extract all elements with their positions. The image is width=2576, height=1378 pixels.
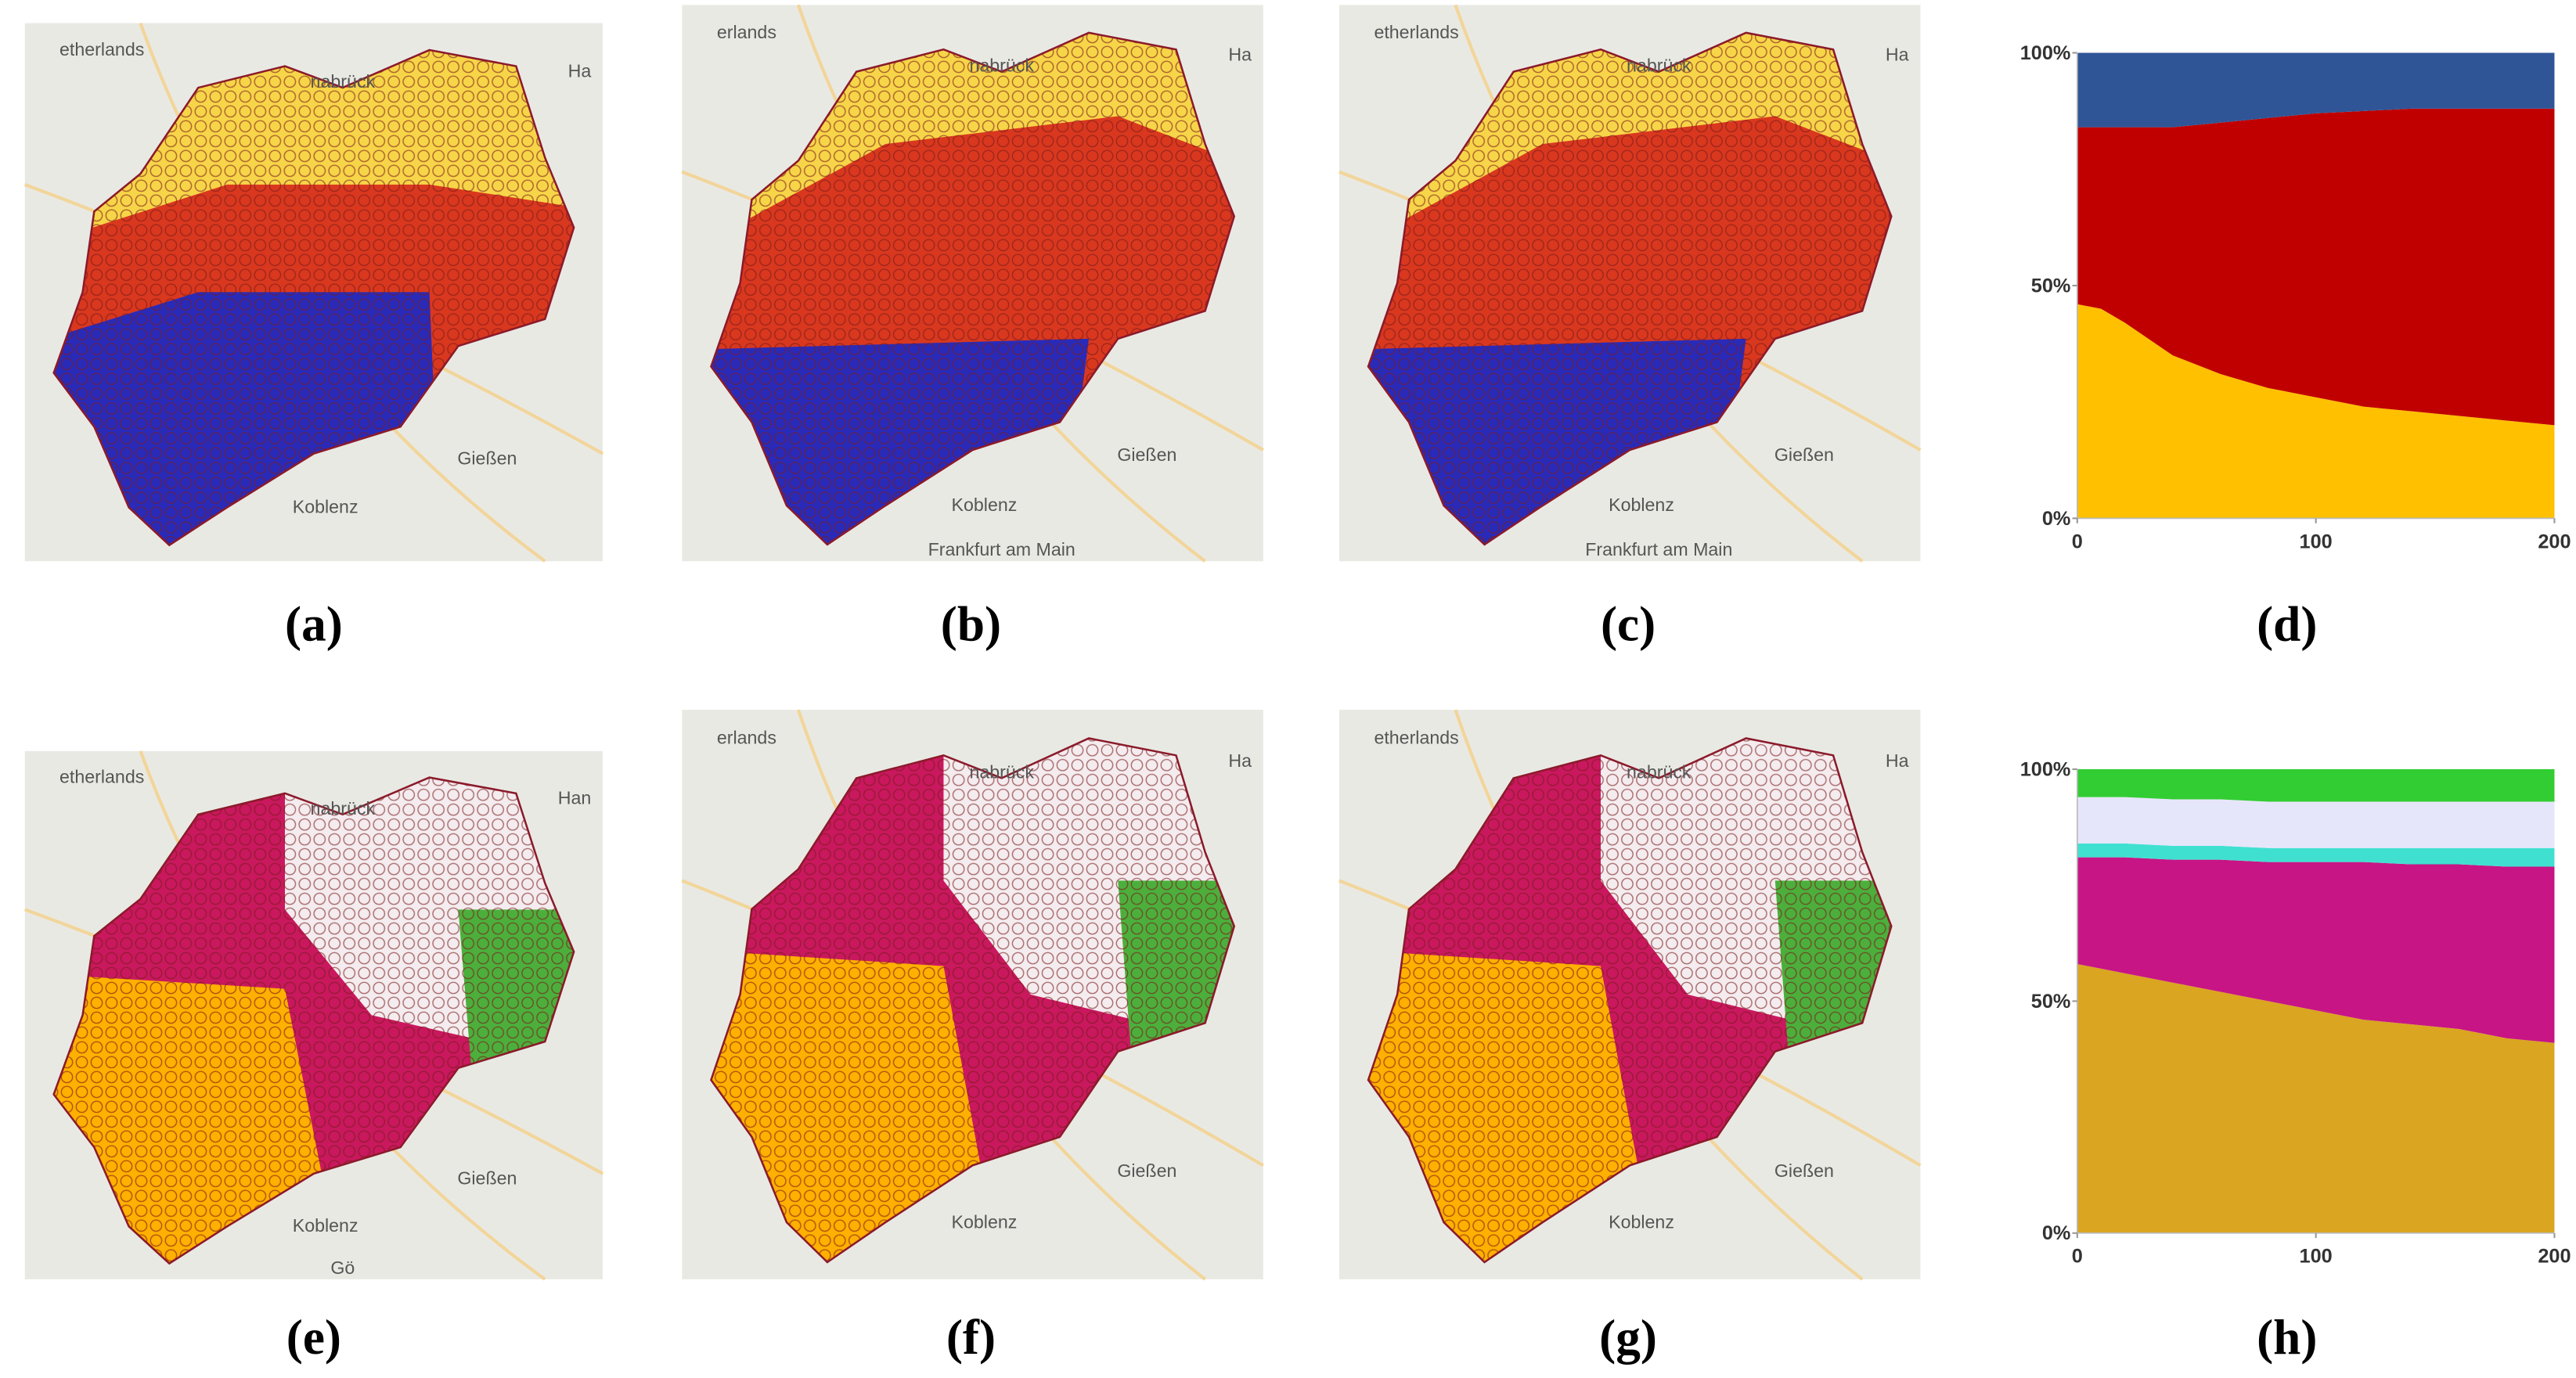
map-border: [52, 49, 575, 547]
panel-caption: (h): [2257, 1310, 2317, 1365]
map-label: Ha: [568, 60, 592, 81]
x-tick-label: 100: [2300, 531, 2333, 552]
panel-caption: (e): [286, 1310, 341, 1365]
map-panel: etherlands nabrück Ha Gießen Koblenz: [1338, 709, 1922, 1281]
area-series: [2077, 843, 2555, 867]
area-series: [2077, 52, 2555, 128]
map-label: Gießen: [1774, 1160, 1834, 1181]
y-tick-label: 100%: [2020, 42, 2071, 64]
area-series: [2077, 797, 2555, 848]
map-label: nabrück: [1627, 761, 1692, 782]
map-panel: erlands nabrück Ha Gießen Koblenz Frankfurt a…: [681, 4, 1264, 563]
map-border: [52, 776, 575, 1265]
panel-caption: (c): [1601, 596, 1655, 651]
y-tick-label: 50%: [2031, 991, 2071, 1013]
map-label: Koblenz: [952, 495, 1018, 515]
map-region: [711, 32, 1234, 545]
map-label: Koblenz: [1609, 495, 1674, 515]
map-label: Han: [558, 787, 592, 808]
x-tick-label: 200: [2538, 1246, 2571, 1268]
map-panel: etherlands nabrück Ha Gießen Koblenz: [24, 22, 604, 563]
map-label: Koblenz: [293, 496, 358, 516]
y-tick-label: 0%: [2042, 508, 2071, 530]
area-series: [2077, 304, 2555, 519]
map-panel: etherlands nabrück Han Gießen Koblenz Gö: [24, 750, 604, 1281]
area-series: [2077, 108, 2555, 426]
map-label: erlands: [717, 22, 776, 42]
map-border: [1367, 737, 1893, 1264]
map-label: Ha: [1886, 44, 1909, 64]
map-label: Koblenz: [1609, 1211, 1674, 1232]
x-tick-label: 0: [2072, 531, 2083, 552]
map-label: erlands: [717, 728, 776, 748]
map-label: Gießen: [1117, 444, 1176, 465]
map-label: Gießen: [1117, 1160, 1176, 1181]
map-border: [1367, 31, 1893, 546]
map-label: nabrück: [311, 71, 376, 92]
map-label: etherlands: [1374, 728, 1458, 748]
panel-caption: (g): [1599, 1310, 1657, 1365]
map-border: [710, 737, 1236, 1264]
map-label: Ha: [1886, 750, 1909, 771]
map-label: nabrück: [969, 761, 1034, 782]
map-label: Koblenz: [293, 1215, 358, 1236]
map-label: Gießen: [1774, 444, 1834, 465]
x-tick-label: 200: [2538, 531, 2571, 552]
panel-caption: (f): [946, 1310, 996, 1365]
map-label: etherlands: [1374, 22, 1458, 42]
area-series: [2077, 769, 2555, 802]
map-label: etherlands: [59, 39, 144, 59]
x-tick-label: 0: [2072, 1246, 2083, 1268]
map-label: Gießen: [457, 448, 517, 468]
x-tick-label: 100: [2300, 1246, 2333, 1268]
panel-caption: (b): [941, 596, 1001, 651]
map-label: Frankfurt am Main: [928, 539, 1075, 559]
map-panel: erlands nabrück Ha Gießen Koblenz: [681, 709, 1264, 1281]
y-tick-label: 0%: [2042, 1222, 2071, 1244]
map-label: Ha: [1228, 750, 1252, 771]
map-label: nabrück: [969, 56, 1034, 76]
area-series: [2077, 857, 2555, 1043]
area-series: [2077, 963, 2555, 1233]
map-label: Gö: [330, 1257, 355, 1278]
panel-caption: (d): [2257, 596, 2317, 651]
map-label: nabrück: [311, 798, 376, 819]
map-panel: etherlands nabrück Ha Gießen Koblenz Frankfur…: [1338, 4, 1922, 563]
map-label: etherlands: [59, 766, 144, 786]
map-label: Koblenz: [952, 1211, 1018, 1232]
map-label: Ha: [1228, 44, 1252, 64]
y-tick-label: 50%: [2031, 275, 2071, 297]
map-label: Gießen: [457, 1168, 517, 1188]
map-label: nabrück: [1627, 56, 1692, 76]
y-tick-label: 100%: [2020, 758, 2071, 780]
panel-caption: (a): [285, 596, 343, 651]
map-border: [710, 31, 1236, 546]
map-label: Frankfurt am Main: [1585, 539, 1732, 559]
